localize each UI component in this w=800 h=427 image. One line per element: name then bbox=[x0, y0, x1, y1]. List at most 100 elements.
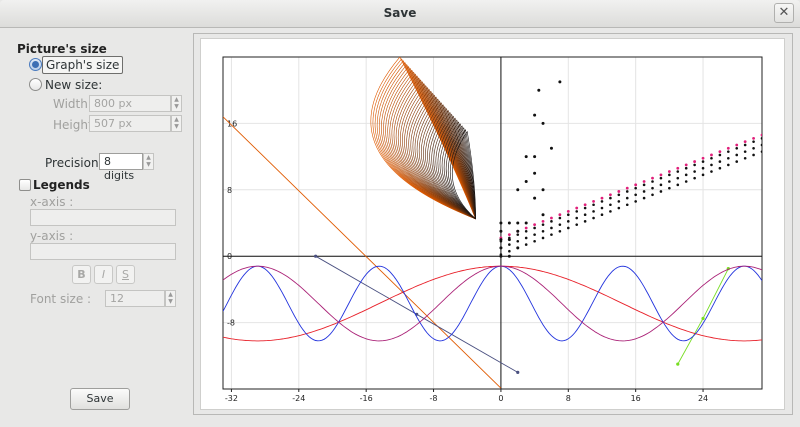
black-scatter-point bbox=[668, 173, 671, 177]
precision-label: Precision : bbox=[45, 156, 107, 170]
black-scatter-point bbox=[752, 153, 755, 157]
black-scatter-point bbox=[659, 183, 663, 187]
save-button[interactable]: Save bbox=[70, 388, 130, 410]
pink-scatter-point bbox=[651, 176, 654, 180]
black-scatter-point bbox=[651, 180, 654, 183]
black-scatter-point bbox=[516, 233, 520, 236]
legends-label[interactable]: Legends bbox=[33, 178, 90, 192]
black-scatter-point bbox=[617, 206, 621, 210]
underline-button[interactable]: S bbox=[116, 265, 135, 284]
fan-curve bbox=[451, 130, 476, 220]
y-tick-label: 16 bbox=[227, 119, 237, 128]
fan-curve bbox=[441, 121, 476, 220]
x-tick-label: -8 bbox=[430, 394, 438, 403]
width-label: Width: bbox=[53, 97, 92, 111]
fan-curve bbox=[416, 98, 476, 220]
black-cluster-point bbox=[499, 254, 503, 258]
black-scatter-point bbox=[625, 196, 629, 200]
black-scatter-point bbox=[558, 223, 562, 226]
orange-line-series bbox=[223, 116, 502, 389]
blue-curve-series bbox=[223, 265, 762, 342]
graphs-size-radio[interactable] bbox=[29, 58, 42, 71]
black-cluster-point bbox=[533, 113, 537, 117]
pink-scatter-point bbox=[524, 226, 528, 230]
black-scatter-point bbox=[533, 233, 536, 236]
black-cluster-point bbox=[499, 221, 503, 225]
black-scatter-point bbox=[600, 213, 604, 216]
black-cluster-point bbox=[541, 213, 545, 217]
black-scatter-point bbox=[752, 147, 755, 150]
black-cluster-point bbox=[516, 229, 520, 233]
black-cluster-point bbox=[537, 88, 541, 92]
black-scatter-point bbox=[659, 176, 663, 180]
fan-curve bbox=[420, 102, 476, 220]
y-axis-input[interactable] bbox=[30, 243, 176, 260]
black-cluster-point bbox=[549, 146, 553, 150]
fan-curve bbox=[414, 96, 476, 220]
font-size-input[interactable]: 12 bbox=[105, 290, 165, 307]
title-bar: Save ✕ bbox=[0, 0, 800, 28]
new-size-radio[interactable] bbox=[29, 78, 42, 91]
black-scatter-point bbox=[524, 230, 528, 233]
magenta-curve-series bbox=[223, 265, 762, 342]
legends-checkbox[interactable] bbox=[19, 179, 31, 191]
fan-curve bbox=[425, 106, 476, 220]
black-scatter-point bbox=[752, 140, 755, 143]
new-size-label[interactable]: New size: bbox=[45, 78, 103, 92]
pink-scatter-point bbox=[710, 153, 713, 157]
height-input[interactable]: 507 px bbox=[89, 115, 171, 132]
black-scatter-point bbox=[550, 220, 553, 223]
y-tick-label: 0 bbox=[227, 252, 232, 261]
black-scatter-point bbox=[727, 163, 730, 167]
precision-input[interactable]: 8 digits bbox=[99, 153, 143, 182]
black-scatter-point bbox=[668, 186, 671, 190]
black-scatter-point bbox=[541, 230, 545, 233]
x-axis-input[interactable] bbox=[30, 209, 176, 226]
black-scatter-point bbox=[583, 220, 587, 223]
font-size-label: Font size : bbox=[30, 292, 92, 306]
black-scatter-point bbox=[583, 206, 587, 210]
close-button[interactable]: ✕ bbox=[774, 3, 794, 23]
green-marker bbox=[701, 316, 705, 321]
black-scatter-point bbox=[533, 226, 536, 230]
black-scatter-point bbox=[592, 203, 595, 207]
black-scatter-point bbox=[659, 190, 663, 193]
pink-scatter-point bbox=[609, 193, 612, 197]
black-cluster-point bbox=[524, 221, 528, 225]
black-scatter-point bbox=[760, 143, 762, 147]
black-scatter-point bbox=[701, 160, 705, 163]
precision-spinner[interactable]: ▲ ▼ bbox=[143, 153, 154, 170]
fan-curve bbox=[437, 117, 476, 220]
picture-size-heading: Picture's size bbox=[17, 42, 107, 56]
black-cluster-point bbox=[541, 188, 545, 192]
black-cluster-point bbox=[499, 238, 503, 242]
black-cluster-point bbox=[541, 121, 545, 125]
bold-button[interactable]: B bbox=[72, 265, 91, 284]
black-cluster-point bbox=[507, 238, 511, 242]
black-cluster-point bbox=[533, 171, 537, 175]
black-scatter-point bbox=[701, 166, 705, 170]
black-scatter-point bbox=[760, 150, 762, 153]
x-tick-label: 24 bbox=[698, 394, 708, 403]
font-size-spinner[interactable]: ▲ ▼ bbox=[165, 290, 176, 307]
y-axis-label: y-axis : bbox=[30, 229, 74, 243]
black-scatter-point bbox=[625, 203, 629, 207]
italic-button[interactable]: I bbox=[94, 265, 113, 284]
black-scatter-point bbox=[634, 186, 637, 190]
fan-curve bbox=[443, 123, 476, 220]
pink-scatter-point bbox=[676, 166, 680, 170]
black-cluster-point bbox=[533, 196, 537, 200]
black-scatter-point bbox=[634, 200, 637, 203]
width-input[interactable]: 800 px bbox=[89, 95, 171, 112]
black-scatter-point bbox=[718, 153, 722, 157]
width-spinner[interactable]: ▲ ▼ bbox=[171, 95, 182, 112]
black-scatter-point bbox=[684, 166, 688, 170]
plot-frame bbox=[222, 56, 763, 390]
pink-scatter-point bbox=[667, 170, 671, 173]
graphs-size-label[interactable]: Graph's size bbox=[42, 56, 124, 74]
black-scatter-point bbox=[651, 193, 654, 197]
black-scatter-point bbox=[642, 183, 646, 187]
pink-scatter-point bbox=[642, 180, 646, 183]
height-spinner[interactable]: ▲ ▼ bbox=[171, 115, 182, 132]
black-scatter-point bbox=[684, 173, 688, 177]
